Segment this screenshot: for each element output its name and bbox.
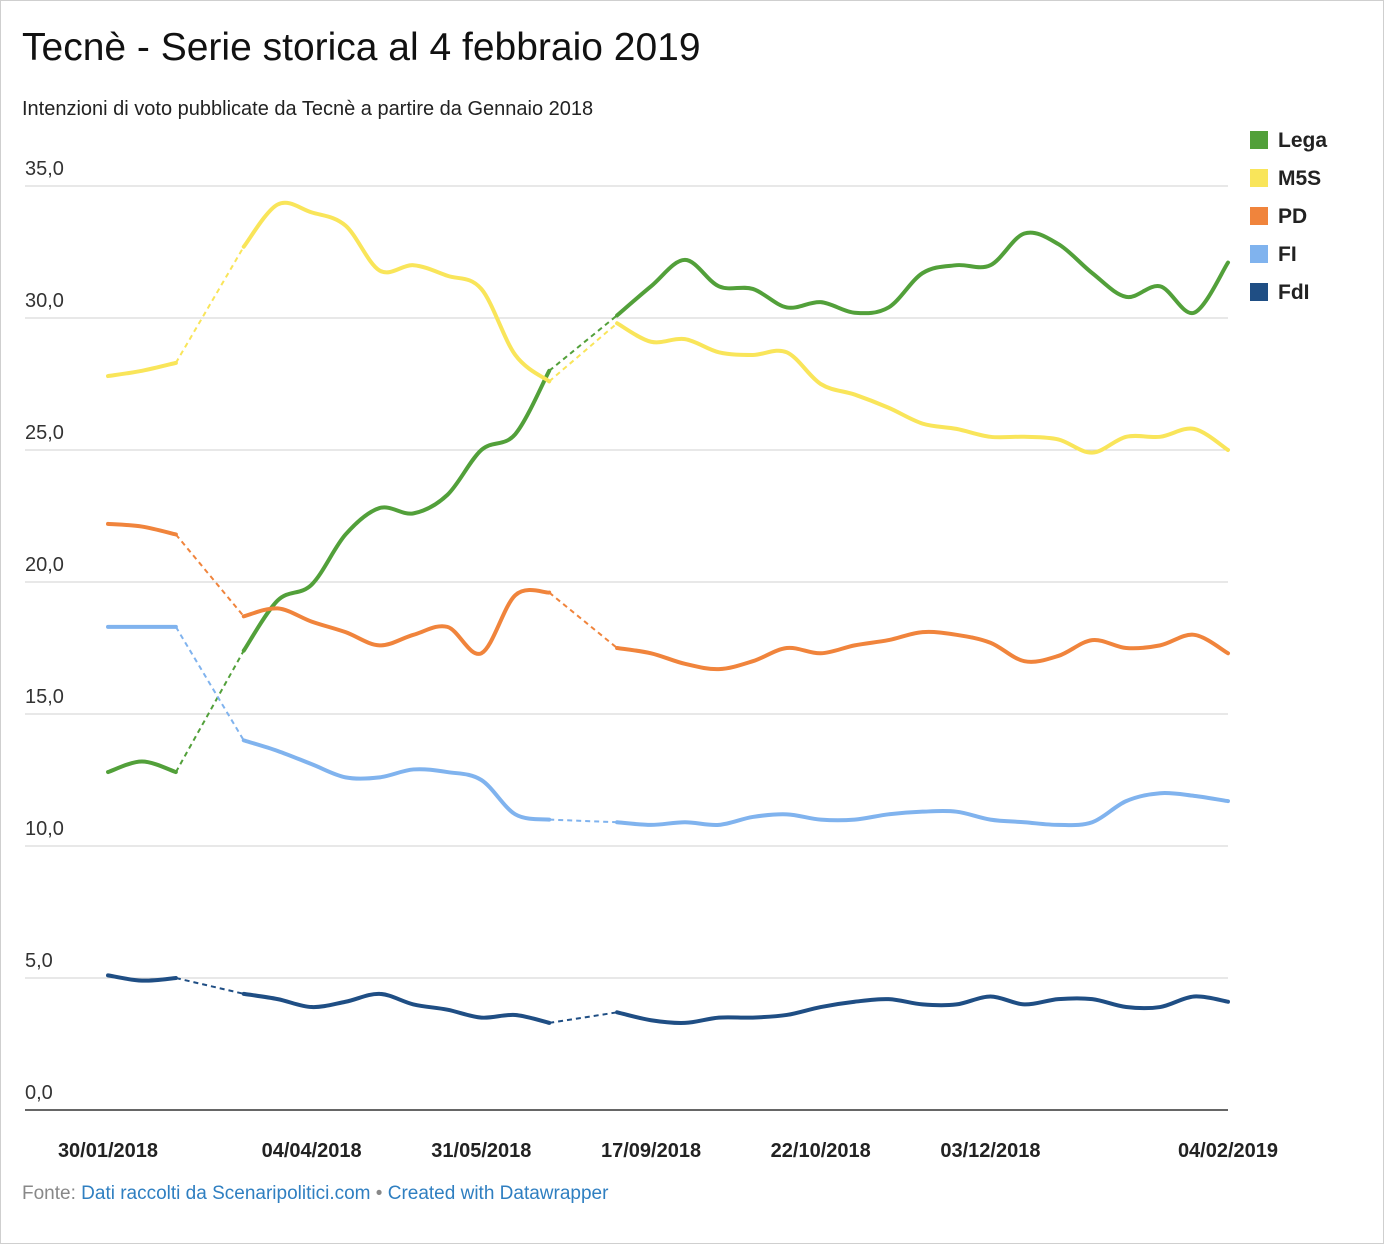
x-tick-label: 03/12/2018 [940, 1140, 1040, 1162]
series-line [615, 321, 1230, 455]
y-tick-label: 30,0 [25, 290, 64, 312]
legend-swatch [1250, 131, 1268, 149]
series-line [241, 368, 552, 653]
y-tick-label: 25,0 [25, 422, 64, 444]
legend-label: FdI [1278, 281, 1310, 304]
gap-connector [548, 314, 618, 372]
gap-connector [549, 1011, 618, 1024]
series-line [106, 973, 178, 983]
y-tick-label: 0,0 [25, 1082, 53, 1104]
gap-connector [175, 977, 244, 995]
series-line [106, 759, 178, 775]
series-line [241, 738, 552, 822]
footer-prefix: Fonte: [22, 1183, 76, 1204]
x-tick-label: 17/09/2018 [601, 1140, 701, 1162]
gap-connector [175, 533, 245, 617]
series-line [106, 360, 178, 379]
x-tick-label: 30/01/2018 [58, 1140, 158, 1162]
series-line [615, 230, 1230, 318]
series-line [241, 991, 552, 1025]
legend-swatch [1250, 207, 1268, 225]
chart-subtitle: Intenzioni di voto pubblicate da Tecnè a… [22, 98, 593, 120]
chart-title: Tecnè - Serie storica al 4 febbraio 2019 [22, 26, 701, 69]
gap-connector [175, 626, 245, 741]
legend-label: PD [1278, 205, 1307, 228]
credit-link[interactable]: Created with Datawrapper [388, 1183, 609, 1204]
y-tick-label: 20,0 [25, 554, 64, 576]
gap-connector [549, 818, 618, 824]
series-line [241, 200, 552, 384]
series-line [615, 629, 1230, 672]
legend-swatch [1250, 283, 1268, 301]
gap-connector [175, 246, 245, 364]
y-tick-label: 5,0 [25, 950, 53, 972]
separator: • [376, 1183, 383, 1204]
y-tick-label: 35,0 [25, 158, 64, 180]
y-tick-label: 15,0 [25, 686, 64, 708]
legend-label: FI [1278, 243, 1297, 266]
gap-connector [548, 322, 618, 383]
series-line [615, 994, 1230, 1025]
gap-connector [548, 591, 618, 649]
footer: Fonte: Dati raccolti da Scenaripolitici.… [22, 1183, 609, 1204]
gap-connector [175, 650, 245, 773]
x-tick-label: 04/04/2018 [262, 1140, 362, 1162]
series-line [106, 521, 178, 537]
legend-swatch [1250, 169, 1268, 187]
source-link[interactable]: Dati raccolti da Scenaripolitici.com [81, 1183, 370, 1204]
legend-label: Lega [1278, 129, 1327, 152]
x-tick-label: 04/02/2019 [1178, 1140, 1278, 1162]
series-line [615, 791, 1230, 828]
legend-swatch [1250, 245, 1268, 263]
legend-label: M5S [1278, 167, 1321, 190]
x-tick-label: 31/05/2018 [431, 1140, 531, 1162]
y-tick-label: 10,0 [25, 818, 64, 840]
x-tick-label: 22/10/2018 [771, 1140, 871, 1162]
series-line [241, 588, 552, 656]
